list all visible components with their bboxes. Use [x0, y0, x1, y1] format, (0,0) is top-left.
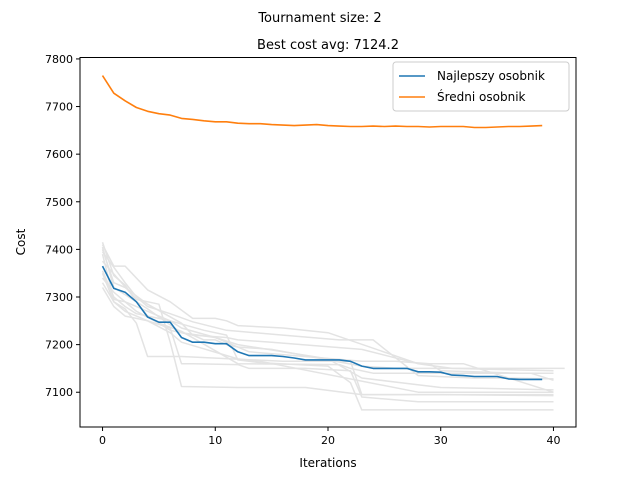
series-line-best [101, 265, 543, 381]
y-tick-label: 7400 [45, 243, 73, 256]
x-tick-label: 20 [321, 434, 335, 447]
x-tick-label: 40 [546, 434, 560, 447]
x-axis-label: Iterations [299, 456, 356, 470]
x-tick-label: 10 [208, 434, 222, 447]
background-run-line [101, 277, 554, 411]
legend-label-best: Najlepszy osobnik [437, 69, 545, 83]
y-axis-label: Cost [14, 228, 28, 255]
background-runs [101, 242, 565, 411]
background-run-line [101, 282, 554, 393]
x-tick-label: 0 [99, 434, 106, 447]
background-run-line [101, 251, 554, 380]
y-tick-label: 7500 [45, 196, 73, 209]
background-run-line [101, 246, 554, 374]
background-run-line [101, 260, 554, 397]
y-tick-label: 7200 [45, 339, 73, 352]
chart-suptitle: Tournament size: 2 [257, 11, 381, 26]
plot-area [101, 75, 565, 411]
legend: Najlepszy osobnik Średni osobnik [392, 61, 570, 112]
y-tick-label: 7100 [45, 386, 73, 399]
y-tick-label: 7800 [45, 53, 73, 66]
y-tick-label: 7300 [45, 291, 73, 304]
x-axis-ticks: 0 10 20 30 40 [99, 427, 560, 447]
legend-label-mean: Średni osobnik [437, 89, 526, 104]
x-tick-label: 30 [434, 434, 448, 447]
series-lines [101, 75, 543, 381]
legend-frame [392, 61, 570, 112]
y-tick-label: 7700 [45, 101, 73, 114]
y-tick-label: 7600 [45, 148, 73, 161]
background-run-line [101, 244, 554, 393]
chart-title: Best cost avg: 7124.2 [257, 38, 399, 53]
y-axis-ticks: 7100 7200 7300 7400 7500 7600 7700 7800 [45, 53, 80, 399]
background-run-line [101, 270, 554, 391]
background-run-line [101, 287, 554, 403]
series-line-mean [101, 75, 543, 129]
